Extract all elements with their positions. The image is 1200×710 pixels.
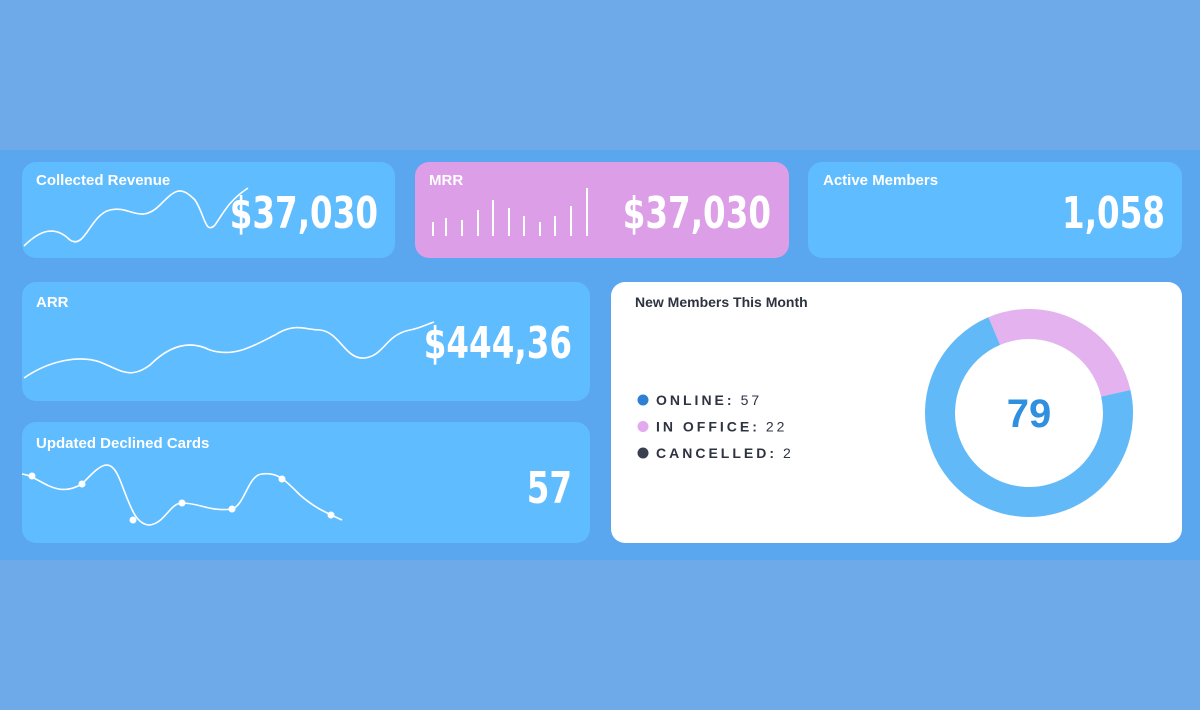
legend-label: ONLINE: — [656, 392, 735, 408]
card — [22, 282, 590, 401]
card — [22, 422, 590, 543]
donut-segment — [925, 317, 1133, 517]
legend-value: 57 — [741, 392, 763, 408]
panel-title: New Members This Month — [635, 294, 808, 310]
legend-entry: CANCELLED: 2 — [656, 445, 794, 461]
mini-bars — [432, 188, 588, 236]
legend-dot — [637, 394, 649, 406]
legend-label: IN OFFICE: — [656, 419, 760, 435]
card — [611, 282, 1182, 543]
card-title: Updated Declined Cards — [36, 435, 209, 452]
legend-value: 22 — [766, 419, 788, 435]
sparkline — [23, 321, 435, 379]
legend: ONLINE: 57 IN OFFICE: 22 CANCELLED: 2 — [637, 392, 794, 461]
donut-total: 79 — [1007, 392, 1052, 436]
sparkline-dots — [28, 472, 335, 524]
card-value: $37,030 — [230, 188, 378, 239]
legend-dot — [637, 447, 649, 459]
card-title: MRR — [429, 172, 463, 189]
legend-label: CANCELLED: — [656, 445, 777, 461]
card-title: ARR — [36, 294, 69, 311]
card-title: Collected Revenue — [36, 172, 170, 189]
donut-segment — [988, 309, 1131, 398]
card-value: 57 — [527, 463, 572, 514]
donut — [925, 309, 1133, 517]
legend-value: 2 — [783, 445, 794, 461]
legend-entry: ONLINE: 57 — [656, 392, 762, 408]
card-value: $37,030 — [623, 188, 771, 239]
sparkline — [23, 187, 249, 247]
card-value: $444,36 — [424, 318, 572, 369]
legend-dot — [637, 421, 649, 432]
legend-entry: IN OFFICE: 22 — [656, 419, 787, 435]
card — [808, 162, 1182, 258]
card-value: 1,058 — [1062, 188, 1165, 239]
card-title: Active Members — [823, 172, 938, 189]
card — [22, 162, 395, 258]
